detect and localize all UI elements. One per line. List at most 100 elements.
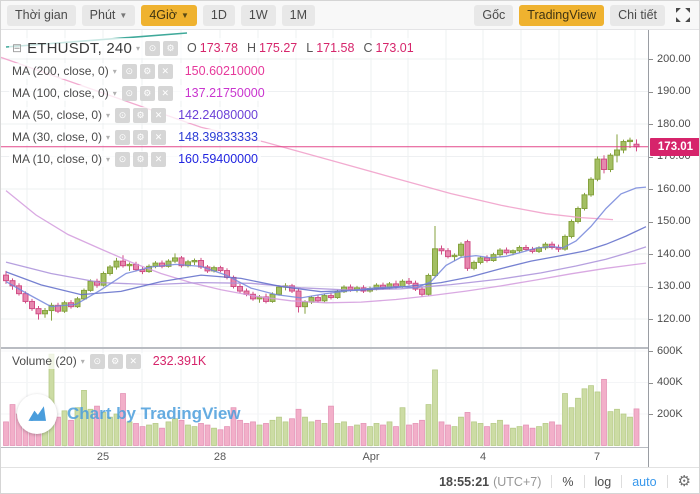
gear-icon[interactable]: ⚙ (133, 129, 149, 145)
axis-tick (649, 156, 653, 158)
volume-axis-label: 600K (657, 344, 683, 357)
time-axis-label: 4 (479, 451, 487, 463)
watermark-text: Chart by TradingView (67, 404, 241, 423)
eye-icon[interactable]: ⊙ (89, 353, 105, 369)
ma-value: 150.60210000 (184, 64, 265, 78)
eye-icon[interactable]: ⊙ (115, 107, 131, 123)
eye-icon[interactable]: ⊙ (121, 63, 137, 79)
ohlc-values: O 173.78 H 175.27 L 171.58 C 173.01 (178, 39, 414, 57)
ohlc-value: 173.01 (375, 41, 414, 55)
legend-row-ma-50: MA (50, close, 0) ▾ ⊙ ⚙ ✕ 142.24080000 (9, 107, 262, 123)
chevron-down-icon[interactable]: ▾ (106, 154, 111, 164)
fullscreen-icon[interactable] (671, 5, 695, 26)
chevron-down-icon[interactable]: ▾ (106, 110, 111, 120)
axis-tick (649, 59, 653, 60)
time-axis-label: 28 (213, 451, 227, 463)
tradingview-logo-icon (17, 394, 57, 434)
watermark: Chart by TradingView (17, 394, 241, 434)
collapse-legend-icon[interactable]: ⊟ (12, 41, 23, 55)
toolbar-button-thoi-gian[interactable]: Thời gian (7, 4, 76, 26)
bottom-bar: 18:55:21 (UTC+7) % log auto ⚙ (1, 467, 699, 493)
volume-value: 232.391K (152, 354, 207, 368)
gear-icon[interactable]: ⚙ (107, 353, 123, 369)
axis-tick (649, 91, 653, 93)
volume-axis-label: 200K (657, 407, 683, 420)
ma-label: MA (50, close, 0) (12, 108, 103, 122)
auto-scale[interactable]: auto (632, 474, 657, 489)
close-icon[interactable]: ✕ (151, 151, 167, 167)
toolbar-button-4gio[interactable]: 4Giờ ▼ (141, 4, 197, 26)
toolbar-button-1w[interactable]: 1W (240, 4, 276, 26)
toolbar-button-chi-tiet[interactable]: Chi tiết (610, 4, 665, 26)
ma-label: MA (30, close, 0) (12, 130, 103, 144)
price-axis-label: 140.00 (657, 247, 691, 260)
ma-label: MA (200, close, 0) (12, 64, 109, 78)
chevron-down-icon[interactable]: ▾ (106, 132, 111, 142)
ohlc-key: H (246, 41, 257, 55)
close-icon[interactable]: ✕ (151, 107, 167, 123)
eye-icon[interactable]: ⊙ (115, 151, 131, 167)
price-axis[interactable]: 200.00 190.00 180.00 170.00 160.00 150.00 140.… (648, 30, 699, 467)
eye-icon[interactable]: ⊙ (145, 40, 161, 56)
log-scale[interactable]: log (594, 474, 612, 489)
chart-area[interactable]: ⊟ ETHUSDT, 240 ▾ ⊙ ⚙ O 173.78 H 175.27 L 171.… (1, 30, 699, 467)
divider (583, 475, 585, 488)
toolbar-button-phut[interactable]: Phút ▼ (81, 4, 136, 26)
chevron-down-icon[interactable]: ▾ (112, 88, 117, 98)
view-buttons: Gốc TradingView Chi tiết (474, 4, 695, 26)
time-axis[interactable]: 25 28 Apr 4 7 (1, 448, 648, 467)
divider (551, 475, 553, 488)
volume-axis-label: 400K (657, 376, 683, 388)
toolbar-button-1d[interactable]: 1D (202, 4, 235, 26)
close-icon[interactable]: ✕ (157, 85, 173, 101)
axis-tick (649, 124, 653, 125)
toolbar-button-tradingview[interactable]: TradingView (519, 4, 605, 26)
toolbar-button-goc[interactable]: Gốc (474, 4, 514, 26)
gear-icon[interactable]: ⚙ (163, 40, 179, 56)
ma-value: 160.59400000 (178, 152, 259, 166)
axis-tick (649, 319, 653, 320)
ma-label: MA (100, close, 0) (12, 86, 109, 100)
volume-pane[interactable] (1, 349, 648, 447)
close-icon[interactable]: ✕ (157, 63, 173, 79)
symbol-title[interactable]: ETHUSDT, 240 (27, 39, 132, 57)
clock: 18:55:21 (439, 474, 490, 489)
close-icon[interactable]: ✕ (151, 129, 167, 145)
divider (666, 475, 668, 488)
ohlc-key: L (306, 41, 314, 55)
volume-legend: Volume (20) ▾ ⊙ ⚙ ✕ 232.391K (9, 353, 210, 375)
chevron-down-icon[interactable]: ▾ (80, 356, 85, 366)
toolbar: Thời gian Phút ▼ 4Giờ ▼ 1D 1W 1M Gốc TradingView… (1, 1, 699, 30)
gear-icon[interactable]: ⚙ (133, 107, 149, 123)
axis-tick (649, 414, 653, 415)
interval-buttons: Thời gian Phút ▼ 4Giờ ▼ 1D 1W 1M (7, 4, 321, 26)
chevron-down-icon[interactable]: ▾ (112, 66, 117, 76)
gear-icon[interactable]: ⚙ (139, 63, 155, 79)
legend-row-ma-100: MA (100, close, 0) ▾ ⊙ ⚙ ✕ 137.21750000 (9, 85, 268, 101)
symbol-legend-row: ⊟ ETHUSDT, 240 ▾ ⊙ ⚙ O 173.78 H 175.27 L 171.… (9, 38, 417, 58)
eye-icon[interactable]: ⊙ (115, 129, 131, 145)
price-axis-label: 130.00 (657, 280, 691, 292)
toolbar-button-1m[interactable]: 1M (281, 4, 315, 26)
last-price-badge: 173.01 (650, 137, 699, 156)
ohlc-value: 171.58 (316, 41, 355, 55)
chevron-down-icon[interactable]: ▾ (136, 43, 141, 53)
ma-label: MA (10, close, 0) (12, 152, 103, 166)
gear-icon[interactable]: ⚙ (133, 151, 149, 167)
ohlc-key: O (187, 41, 197, 55)
timezone: (UTC+7) (493, 474, 542, 489)
legend-row-ma-30: MA (30, close, 0) ▾ ⊙ ⚙ ✕ 148.39833333 (9, 129, 262, 145)
eye-icon[interactable]: ⊙ (121, 85, 137, 101)
close-icon[interactable]: ✕ (125, 353, 141, 369)
ma-value: 148.39833333 (178, 130, 259, 144)
axis-tick (649, 254, 653, 255)
percent-scale[interactable]: % (562, 474, 574, 489)
legend: ⊟ ETHUSDT, 240 ▾ ⊙ ⚙ O 173.78 H 175.27 L 171.… (9, 38, 417, 173)
pane-divider-2 (1, 447, 699, 448)
axis-tick (649, 351, 653, 352)
pane-divider[interactable] (1, 347, 699, 349)
gear-icon[interactable]: ⚙ (677, 473, 691, 490)
gear-icon[interactable]: ⚙ (139, 85, 155, 101)
legend-row-ma-10: MA (10, close, 0) ▾ ⊙ ⚙ ✕ 160.59400000 (9, 151, 262, 167)
